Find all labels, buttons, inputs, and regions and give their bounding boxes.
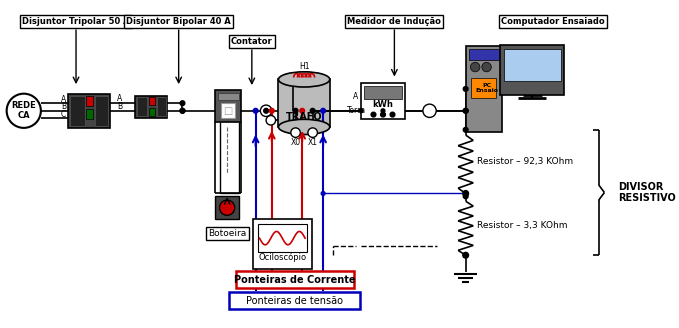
Circle shape — [180, 109, 185, 113]
Text: □: □ — [223, 106, 233, 116]
Bar — [149, 97, 155, 105]
Circle shape — [253, 109, 258, 113]
Text: H1: H1 — [299, 62, 310, 71]
Bar — [215, 90, 242, 122]
Text: A: A — [117, 94, 122, 103]
Bar — [469, 49, 499, 60]
Text: C: C — [61, 110, 67, 119]
Text: X1: X1 — [308, 138, 318, 147]
Circle shape — [381, 112, 386, 117]
Text: B: B — [117, 102, 122, 111]
Text: Botoeira: Botoeira — [208, 229, 246, 238]
Circle shape — [371, 112, 376, 117]
Text: X0: X0 — [291, 138, 301, 147]
Bar — [215, 196, 240, 219]
Bar — [236, 271, 354, 289]
Circle shape — [260, 105, 272, 116]
Bar — [137, 97, 147, 116]
Bar — [278, 79, 330, 127]
Circle shape — [180, 101, 185, 106]
Circle shape — [270, 109, 274, 113]
Text: kWh: kWh — [373, 100, 393, 109]
Bar — [86, 95, 93, 106]
Bar — [500, 45, 564, 94]
Circle shape — [463, 252, 469, 258]
Circle shape — [463, 109, 468, 113]
Bar — [229, 292, 360, 309]
Circle shape — [463, 109, 468, 113]
Bar — [471, 77, 496, 98]
Bar — [95, 95, 109, 126]
Text: Disjuntor Tripolar 50 A: Disjuntor Tripolar 50 A — [22, 17, 130, 26]
Circle shape — [266, 115, 276, 125]
Circle shape — [359, 109, 363, 113]
Text: Ponteiras de Corrente: Ponteiras de Corrente — [234, 275, 355, 285]
Bar — [364, 86, 402, 99]
Text: B: B — [61, 102, 67, 112]
Text: Resistor – 92,3 KOhm: Resistor – 92,3 KOhm — [477, 157, 573, 166]
Circle shape — [321, 192, 325, 195]
Bar — [149, 108, 155, 115]
Text: Computador Ensaiado: Computador Ensaiado — [501, 17, 605, 26]
Circle shape — [463, 87, 468, 91]
Circle shape — [300, 109, 305, 113]
Text: A: A — [61, 95, 67, 104]
Bar — [71, 95, 85, 126]
Circle shape — [308, 128, 317, 137]
Text: Disjuntor Bipolar 40 A: Disjuntor Bipolar 40 A — [126, 17, 231, 26]
Text: Medidor de Indução: Medidor de Indução — [348, 17, 441, 26]
Text: Ponteiras de tensão: Ponteiras de tensão — [246, 296, 343, 306]
Text: TRAFO: TRAFO — [286, 113, 323, 122]
Bar — [466, 46, 502, 132]
Text: Resistor – 3,3 KOhm: Resistor – 3,3 KOhm — [477, 221, 568, 230]
Ellipse shape — [278, 72, 330, 87]
Circle shape — [293, 109, 298, 113]
Circle shape — [7, 94, 41, 128]
Circle shape — [219, 200, 235, 215]
Text: REDE
CA: REDE CA — [12, 101, 36, 120]
Bar — [253, 219, 312, 269]
Text: Contator: Contator — [231, 37, 273, 46]
Ellipse shape — [278, 119, 330, 134]
Text: Terra: Terra — [347, 106, 366, 115]
Circle shape — [291, 128, 300, 137]
Bar — [86, 109, 93, 119]
Circle shape — [390, 112, 395, 117]
Circle shape — [381, 109, 385, 113]
Text: PC
Ensaio: PC Ensaio — [475, 83, 498, 93]
Text: Ociloscópio: Ociloscópio — [258, 252, 306, 262]
Circle shape — [482, 62, 492, 72]
Bar — [361, 83, 405, 119]
Circle shape — [463, 127, 468, 132]
Text: DIVISOR
RESISTIVO: DIVISOR RESISTIVO — [618, 182, 676, 203]
Circle shape — [471, 62, 480, 72]
Bar — [69, 94, 110, 128]
Bar — [218, 93, 238, 100]
Circle shape — [463, 191, 469, 196]
Circle shape — [310, 109, 315, 113]
Circle shape — [180, 109, 185, 113]
Bar — [135, 95, 167, 118]
Circle shape — [263, 109, 268, 113]
Circle shape — [320, 109, 325, 113]
Circle shape — [423, 104, 436, 117]
Bar — [504, 49, 561, 81]
Circle shape — [463, 194, 468, 199]
Bar — [221, 103, 235, 118]
Bar — [157, 97, 166, 116]
Bar — [257, 224, 307, 252]
Text: A: A — [353, 92, 358, 101]
